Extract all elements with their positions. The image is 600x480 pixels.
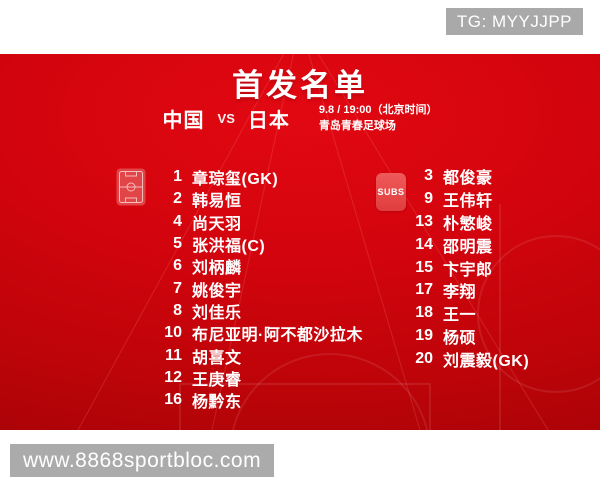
player-number: 13 [415, 212, 433, 230]
sub-row: 19 杨硕 [403, 325, 529, 348]
player-number: 12 [164, 368, 182, 386]
starter-row: 5 张洪福(C) [152, 233, 363, 255]
player-name: 王伟轩 [443, 193, 493, 211]
subs-label: SUBS [377, 187, 405, 197]
player-number: 6 [173, 257, 182, 275]
starter-row: 8 刘佳乐 [152, 300, 363, 322]
player-number: 2 [173, 190, 182, 208]
player-name: 布尼亚明·阿不都沙拉木 [192, 327, 363, 345]
sub-row: 13 朴慜峻 [403, 211, 529, 234]
player-number: 7 [173, 279, 182, 297]
subs-badge: SUBS [376, 173, 406, 211]
poster-title: 首发名单 [232, 68, 368, 103]
player-number: 4 [173, 212, 182, 230]
lineup-poster: 首发名单 中国 VS 日本 9.8 / 19:00（北京时间） 青岛青春足球场 … [0, 54, 600, 430]
starter-row: 6 刘柄麟 [152, 255, 363, 277]
player-number: 1 [173, 168, 182, 186]
match-venue: 青岛青春足球场 [318, 120, 396, 132]
sub-row: 18 王一 [403, 302, 529, 325]
player-number: 16 [164, 391, 182, 409]
player-name: 张洪福(C) [192, 238, 266, 256]
player-name: 刘震毅(GK) [443, 352, 530, 370]
sub-row: 15 卞宇郎 [403, 256, 529, 279]
player-name: 刘佳乐 [192, 304, 242, 322]
starter-row: 16 杨黔东 [152, 389, 363, 411]
starter-row: 7 姚俊宇 [152, 277, 363, 300]
player-number: 3 [424, 167, 433, 185]
website-watermark: www.8868sportbloc.com [10, 444, 275, 477]
player-number: 15 [415, 258, 433, 276]
player-name: 李翔 [443, 284, 477, 302]
player-number: 8 [173, 301, 182, 319]
home-team-name: 中国 [162, 109, 205, 132]
player-number: 20 [415, 349, 433, 367]
player-number: 14 [415, 235, 433, 253]
match-header: 中国 VS 日本 9.8 / 19:00（北京时间） 青岛青春足球场 [0, 102, 600, 134]
sub-row: 9 王伟轩 [403, 188, 529, 211]
sub-row: 3 都俊豪 [403, 165, 529, 188]
player-number: 18 [415, 304, 433, 322]
starters-list: 1 章琮玺(GK) 2 韩易恒 4 尚天羽 5 张洪福(C) 6 刘柄麟 [152, 166, 363, 411]
starter-row: 1 章琮玺(GK) [152, 166, 363, 188]
player-number: 11 [165, 346, 182, 364]
starter-row: 12 王庚睿 [152, 367, 363, 389]
away-team-name: 日本 [247, 109, 290, 132]
player-number: 9 [424, 190, 433, 208]
match-datetime: 9.8 / 19:00（北京时间） [318, 104, 438, 116]
versus-label: VS [217, 110, 235, 126]
player-name: 姚俊宇 [192, 282, 242, 300]
player-name: 卞宇郎 [443, 261, 493, 279]
sub-row: 14 邵明震 [403, 233, 529, 256]
starter-row: 11 胡喜文 [152, 344, 363, 367]
player-name: 王一 [443, 307, 477, 325]
starter-row: 10 布尼亚明·阿不都沙拉木 [152, 322, 363, 344]
subs-list: 3 都俊豪 9 王伟轩 13 朴慜峻 14 邵明震 15 卞宇郎 [403, 165, 529, 370]
player-name: 杨硕 [443, 329, 477, 347]
starter-row: 4 尚天羽 [152, 211, 363, 233]
match-info: 9.8 / 19:00（北京时间） 青岛青春足球场 [319, 102, 438, 134]
player-name: 邵明震 [443, 238, 493, 256]
player-number: 10 [164, 324, 182, 342]
sub-row: 20 刘震毅(GK) [403, 347, 529, 370]
player-name: 王庚睿 [192, 371, 242, 389]
pitch-icon [116, 168, 146, 206]
player-name: 都俊豪 [443, 170, 493, 188]
telegram-watermark: TG: MYYJJPP [445, 8, 583, 35]
player-name: 朴慜峻 [443, 216, 493, 233]
sub-row: 17 李翔 [403, 279, 529, 302]
player-number: 19 [415, 326, 433, 344]
player-name: 刘柄麟 [192, 260, 242, 278]
player-name: 章琮玺(GK) [192, 171, 279, 189]
starter-row: 2 韩易恒 [152, 188, 363, 210]
player-name: 韩易恒 [192, 193, 242, 211]
player-name: 杨黔东 [192, 394, 242, 412]
player-number: 17 [415, 281, 433, 299]
player-number: 5 [173, 235, 182, 253]
player-name: 尚天羽 [192, 215, 242, 233]
player-name: 胡喜文 [192, 349, 242, 367]
